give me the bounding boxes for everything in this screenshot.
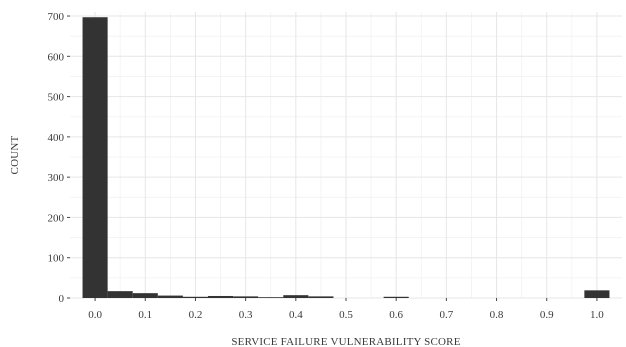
- y-tick-label: 500: [48, 92, 65, 104]
- histogram-bar: [132, 293, 158, 298]
- x-tick-label: 0.4: [289, 309, 303, 321]
- histogram-bar: [157, 295, 183, 298]
- histogram-bars: [82, 17, 610, 298]
- y-tick-label: 200: [48, 212, 65, 224]
- x-axis-title: SERVICE FAILURE VULNERABILITY SCORE: [231, 336, 460, 347]
- x-tick-label: 0.3: [239, 309, 253, 321]
- histogram-bar: [308, 296, 334, 298]
- x-tick-label: 0.9: [540, 309, 554, 321]
- x-tick-label: 0.2: [189, 309, 203, 321]
- y-tick-label: 700: [48, 11, 65, 23]
- histogram-bar: [233, 296, 259, 298]
- histogram-bar: [584, 290, 610, 298]
- y-axis-ticks: 0 100 200 300 400 500 600 700: [48, 11, 70, 305]
- x-tick-label: 0.0: [88, 309, 102, 321]
- histogram-bar: [182, 296, 208, 298]
- x-tick-label: 0.6: [389, 309, 403, 321]
- x-tick-label: 0.5: [339, 309, 353, 321]
- y-tick-label: 100: [48, 253, 65, 265]
- histogram-bar: [208, 295, 234, 298]
- y-tick-label: 600: [48, 51, 65, 63]
- x-tick-label: 1.0: [590, 309, 604, 321]
- histogram-bar: [258, 297, 284, 298]
- histogram-bar: [82, 17, 108, 298]
- grid-lines: [70, 12, 622, 299]
- y-tick-label: 0: [59, 293, 65, 305]
- x-tick-label: 0.1: [138, 309, 152, 321]
- histogram-bar: [283, 295, 309, 298]
- x-tick-label: 0.8: [490, 309, 504, 321]
- histogram-bar: [383, 296, 409, 298]
- y-tick-label: 400: [48, 132, 65, 144]
- y-axis-title: COUNT: [9, 135, 21, 174]
- x-tick-label: 0.7: [439, 309, 453, 321]
- histogram-bar: [107, 291, 133, 298]
- y-tick-label: 300: [48, 172, 65, 184]
- x-axis-ticks: 0.0 0.1 0.2 0.3 0.4 0.5 0.6 0.7 0.8 0.9 1.0: [88, 298, 604, 321]
